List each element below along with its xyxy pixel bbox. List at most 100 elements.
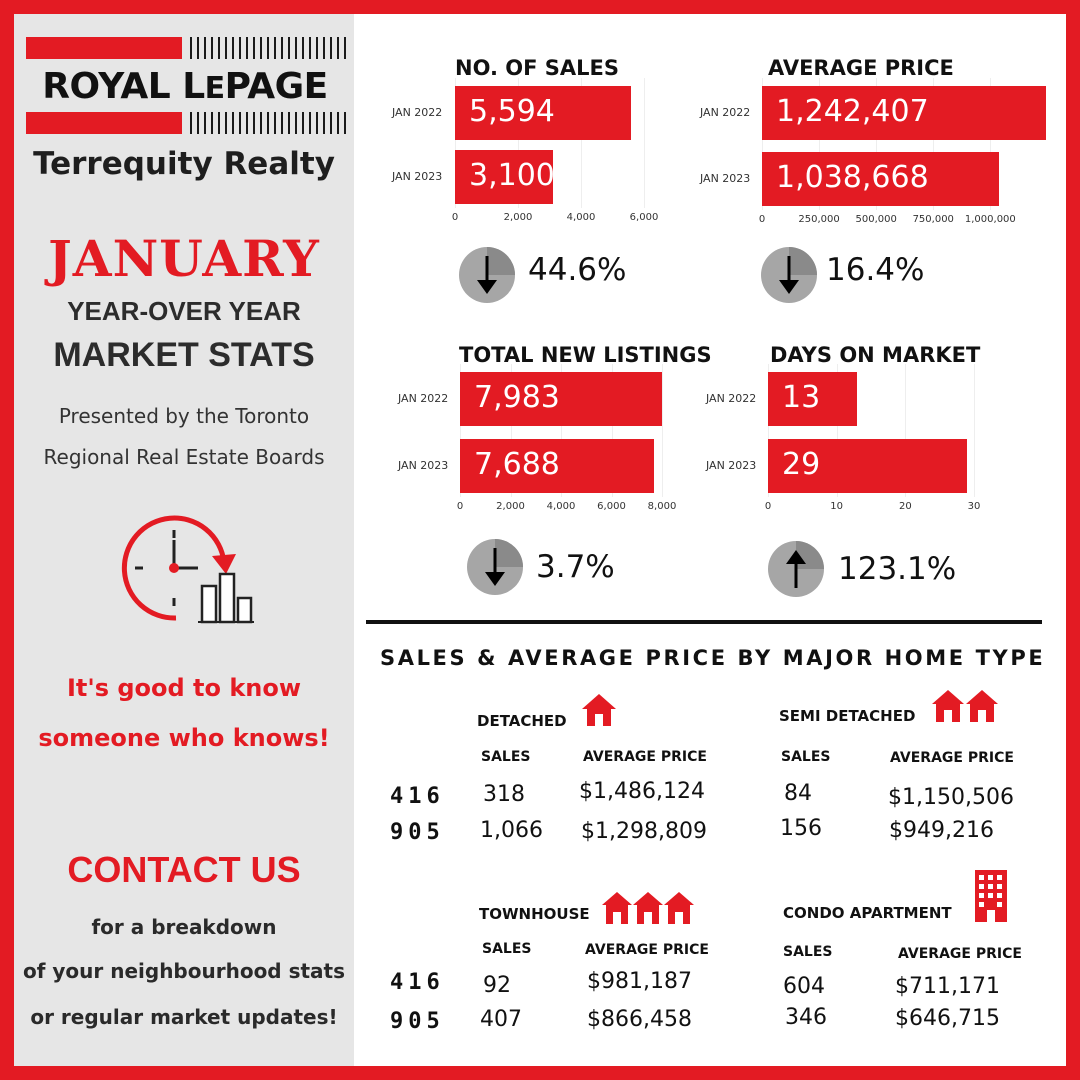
home-type-name: SEMI DETACHED [779,707,916,725]
price-416: $711,171 [895,974,1000,999]
gridline [876,78,878,210]
percent-change: 123.1% [838,551,957,587]
tick-label: 250,000 [798,214,840,225]
tick-label: 8,000 [647,501,677,512]
home-type-name: TOWNHOUSE [479,905,590,923]
price-column-header: AVERAGE PRICE [898,946,1022,962]
tick-label: 20 [898,501,912,512]
brokerage-name: Terrequity Realty [33,146,335,182]
bar [460,372,662,426]
royal-lepage-logo: ROYAL LEPAGE [42,66,328,107]
gridline [762,78,763,210]
tick-label: 30 [967,501,981,512]
bar [762,152,1000,206]
contact-line1: for a breakdown [91,915,277,939]
gridline [644,78,645,208]
price-416: $1,486,124 [579,779,705,804]
tick-label: 4,000 [546,501,576,512]
price-416: $1,150,506 [888,785,1014,810]
sales-416: 92 [483,973,511,998]
logo-stripes-bottom [190,112,346,134]
arrow-down-icon [761,247,817,303]
chart-title: DAYS ON MARKET [770,343,981,367]
townhouse-icon [602,892,694,924]
tick-label: 0 [456,501,464,512]
chart-title: AVERAGE PRICE [768,56,954,80]
category-label: JAN 2022 [398,392,449,405]
contact-line2: of your neighbourhood stats [22,959,346,983]
bar [460,439,655,493]
tick-label: 500,000 [855,214,897,225]
arrow-up-icon [768,541,824,597]
gridline [455,78,456,208]
price-905: $866,458 [587,1007,692,1032]
category-label: JAN 2022 [700,106,751,119]
gridline [561,364,562,497]
sales-416: 84 [784,781,812,806]
presented-by-line2: Regional Real Estate Boards [43,445,325,469]
gridline [933,78,935,210]
presented-by-line1: Presented by the Toronto [58,404,310,428]
bar-value-label: 1,038,668 [776,160,929,195]
logo-red-bar-bottom [26,112,182,134]
gridline [990,78,992,210]
sales-416: 318 [483,782,525,807]
arrow-down-icon [459,247,515,303]
clock-chart-icon [121,515,254,624]
category-label: JAN 2023 [398,459,449,472]
sales-416: 604 [783,974,825,999]
price-905: $646,715 [895,1006,1000,1031]
home-type-name: CONDO APARTMENT [783,904,952,922]
bar-value-label: 1,242,407 [776,94,929,129]
bar [768,439,968,493]
tick-label: 6,000 [597,501,626,512]
bar-value-label: 7,983 [474,380,560,415]
tick-label: 2,000 [503,212,533,223]
tick-label: 1,000,000 [964,214,1016,225]
tick-label: 4,000 [566,212,596,223]
slogan-line2: someone who knows! [38,724,330,752]
bar-value-label: 3,100 [469,158,555,193]
price-column-header: AVERAGE PRICE [583,749,707,765]
sales-column-header: SALES [781,749,831,765]
gridline [460,364,461,497]
category-label: JAN 2022 [392,106,443,119]
sales-905: 407 [480,1007,522,1032]
infographic: ROYAL LEPAGE Terrequity Realty JANUARY Y… [14,14,1066,1066]
tick-label: 2,000 [496,501,525,512]
month-title: JANUARY [48,229,320,288]
percent-change: 3.7% [536,549,615,585]
subtitle-market-stats: MARKET STATS [53,336,315,374]
slogan-line1: It's good to know [66,674,302,702]
gridline [611,364,613,497]
tick-label: 10 [830,501,844,512]
category-label: JAN 2023 [706,459,757,472]
gridline [510,364,512,497]
area-code-416: 416 [390,784,445,809]
home-type-name: DETACHED [477,712,567,730]
gridline [836,364,838,497]
tick-label: 0 [758,214,766,225]
contact-line3: or regular market updates! [30,1005,338,1029]
area-code-905: 905 [390,820,445,845]
gridline [581,78,582,208]
sales-column-header: SALES [783,944,833,960]
bar-value-label: 5,594 [469,94,555,129]
tick-label: 0 [764,501,772,512]
price-905: $1,298,809 [581,819,707,844]
logo-stripes-top [190,37,346,59]
section-divider [366,620,1042,624]
tick-label: 750,000 [912,214,954,225]
bar-value-label: 29 [782,447,821,482]
price-column-header: AVERAGE PRICE [585,942,709,958]
area-code-905: 905 [390,1009,445,1034]
sales-column-header: SALES [481,749,531,765]
home-type-section-title: SALES & AVERAGE PRICE BY MAJOR HOME TYPE [380,646,1046,670]
bar [768,372,858,426]
contact-us-heading: CONTACT US [67,849,301,890]
gridline [768,364,769,497]
category-label: JAN 2023 [392,170,443,183]
area-code-416: 416 [390,970,445,995]
gridline [518,78,519,208]
price-column-header: AVERAGE PRICE [890,750,1014,766]
